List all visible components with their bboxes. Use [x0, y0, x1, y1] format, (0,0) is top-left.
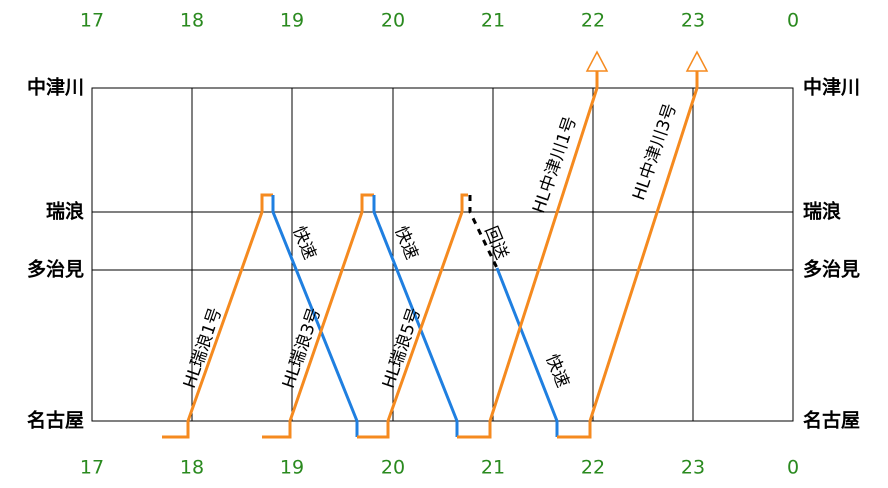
- hour-label: 18: [180, 457, 204, 479]
- train-line: [495, 267, 559, 437]
- station-label: 瑞浪: [46, 200, 84, 223]
- station-label: 多治見: [27, 258, 84, 281]
- train-labels: HL瑞浪1号 快速 HL瑞浪3号 快速 HL瑞浪5号 回送 快速 HL中津川1号…: [180, 101, 681, 391]
- arrow: [685, 50, 709, 72]
- hour-label: 19: [280, 10, 304, 32]
- train-lines: [162, 50, 709, 439]
- train-label: 快速: [541, 351, 572, 390]
- station-label: 多治見: [803, 258, 860, 281]
- station-label: 名古屋: [803, 409, 860, 432]
- station-label: 中津川: [803, 76, 860, 99]
- stations-right: 中津川 瑞浪 多治見 名古屋: [803, 76, 860, 432]
- hours-bottom: 17 18 19 20 21 22 23 0: [80, 457, 799, 479]
- hour-label: 19: [280, 457, 304, 479]
- hour-label: 23: [681, 457, 705, 479]
- hour-label: 22: [581, 10, 605, 32]
- train-label: HL瑞浪5号: [379, 305, 425, 391]
- hour-label: 20: [381, 457, 405, 479]
- hours-top: 17 18 19 20 21 22 23 0: [80, 10, 799, 32]
- hour-label: 21: [481, 10, 505, 32]
- train-label: 快速: [288, 223, 319, 262]
- train-label: HL瑞浪1号: [180, 305, 226, 391]
- train-label: HL瑞浪3号: [279, 305, 325, 391]
- hour-label: 17: [80, 457, 104, 479]
- deadhead-line: [468, 195, 499, 269]
- train-line: [457, 70, 599, 439]
- train-line: [162, 193, 273, 439]
- arrow: [585, 50, 609, 72]
- hour-label: 18: [180, 10, 204, 32]
- hour-label: 0: [787, 10, 799, 32]
- hour-label: 17: [80, 10, 104, 32]
- hour-label: 0: [787, 457, 799, 479]
- hour-label: 23: [681, 10, 705, 32]
- train-label: 快速: [390, 223, 421, 262]
- hour-label: 21: [481, 457, 505, 479]
- train-line: [262, 193, 374, 439]
- grid-frame: [91, 87, 794, 422]
- station-label: 中津川: [27, 76, 84, 99]
- station-label: 瑞浪: [803, 200, 841, 223]
- stations-left: 中津川 瑞浪 多治見 名古屋: [27, 76, 84, 432]
- train-line: [271, 195, 359, 437]
- train-line: [557, 70, 699, 439]
- hour-label: 22: [581, 457, 605, 479]
- train-label: HL中津川3号: [629, 101, 681, 203]
- train-line: [357, 193, 468, 439]
- station-label: 名古屋: [27, 409, 84, 432]
- train-line: [372, 195, 459, 437]
- hour-label: 20: [381, 10, 405, 32]
